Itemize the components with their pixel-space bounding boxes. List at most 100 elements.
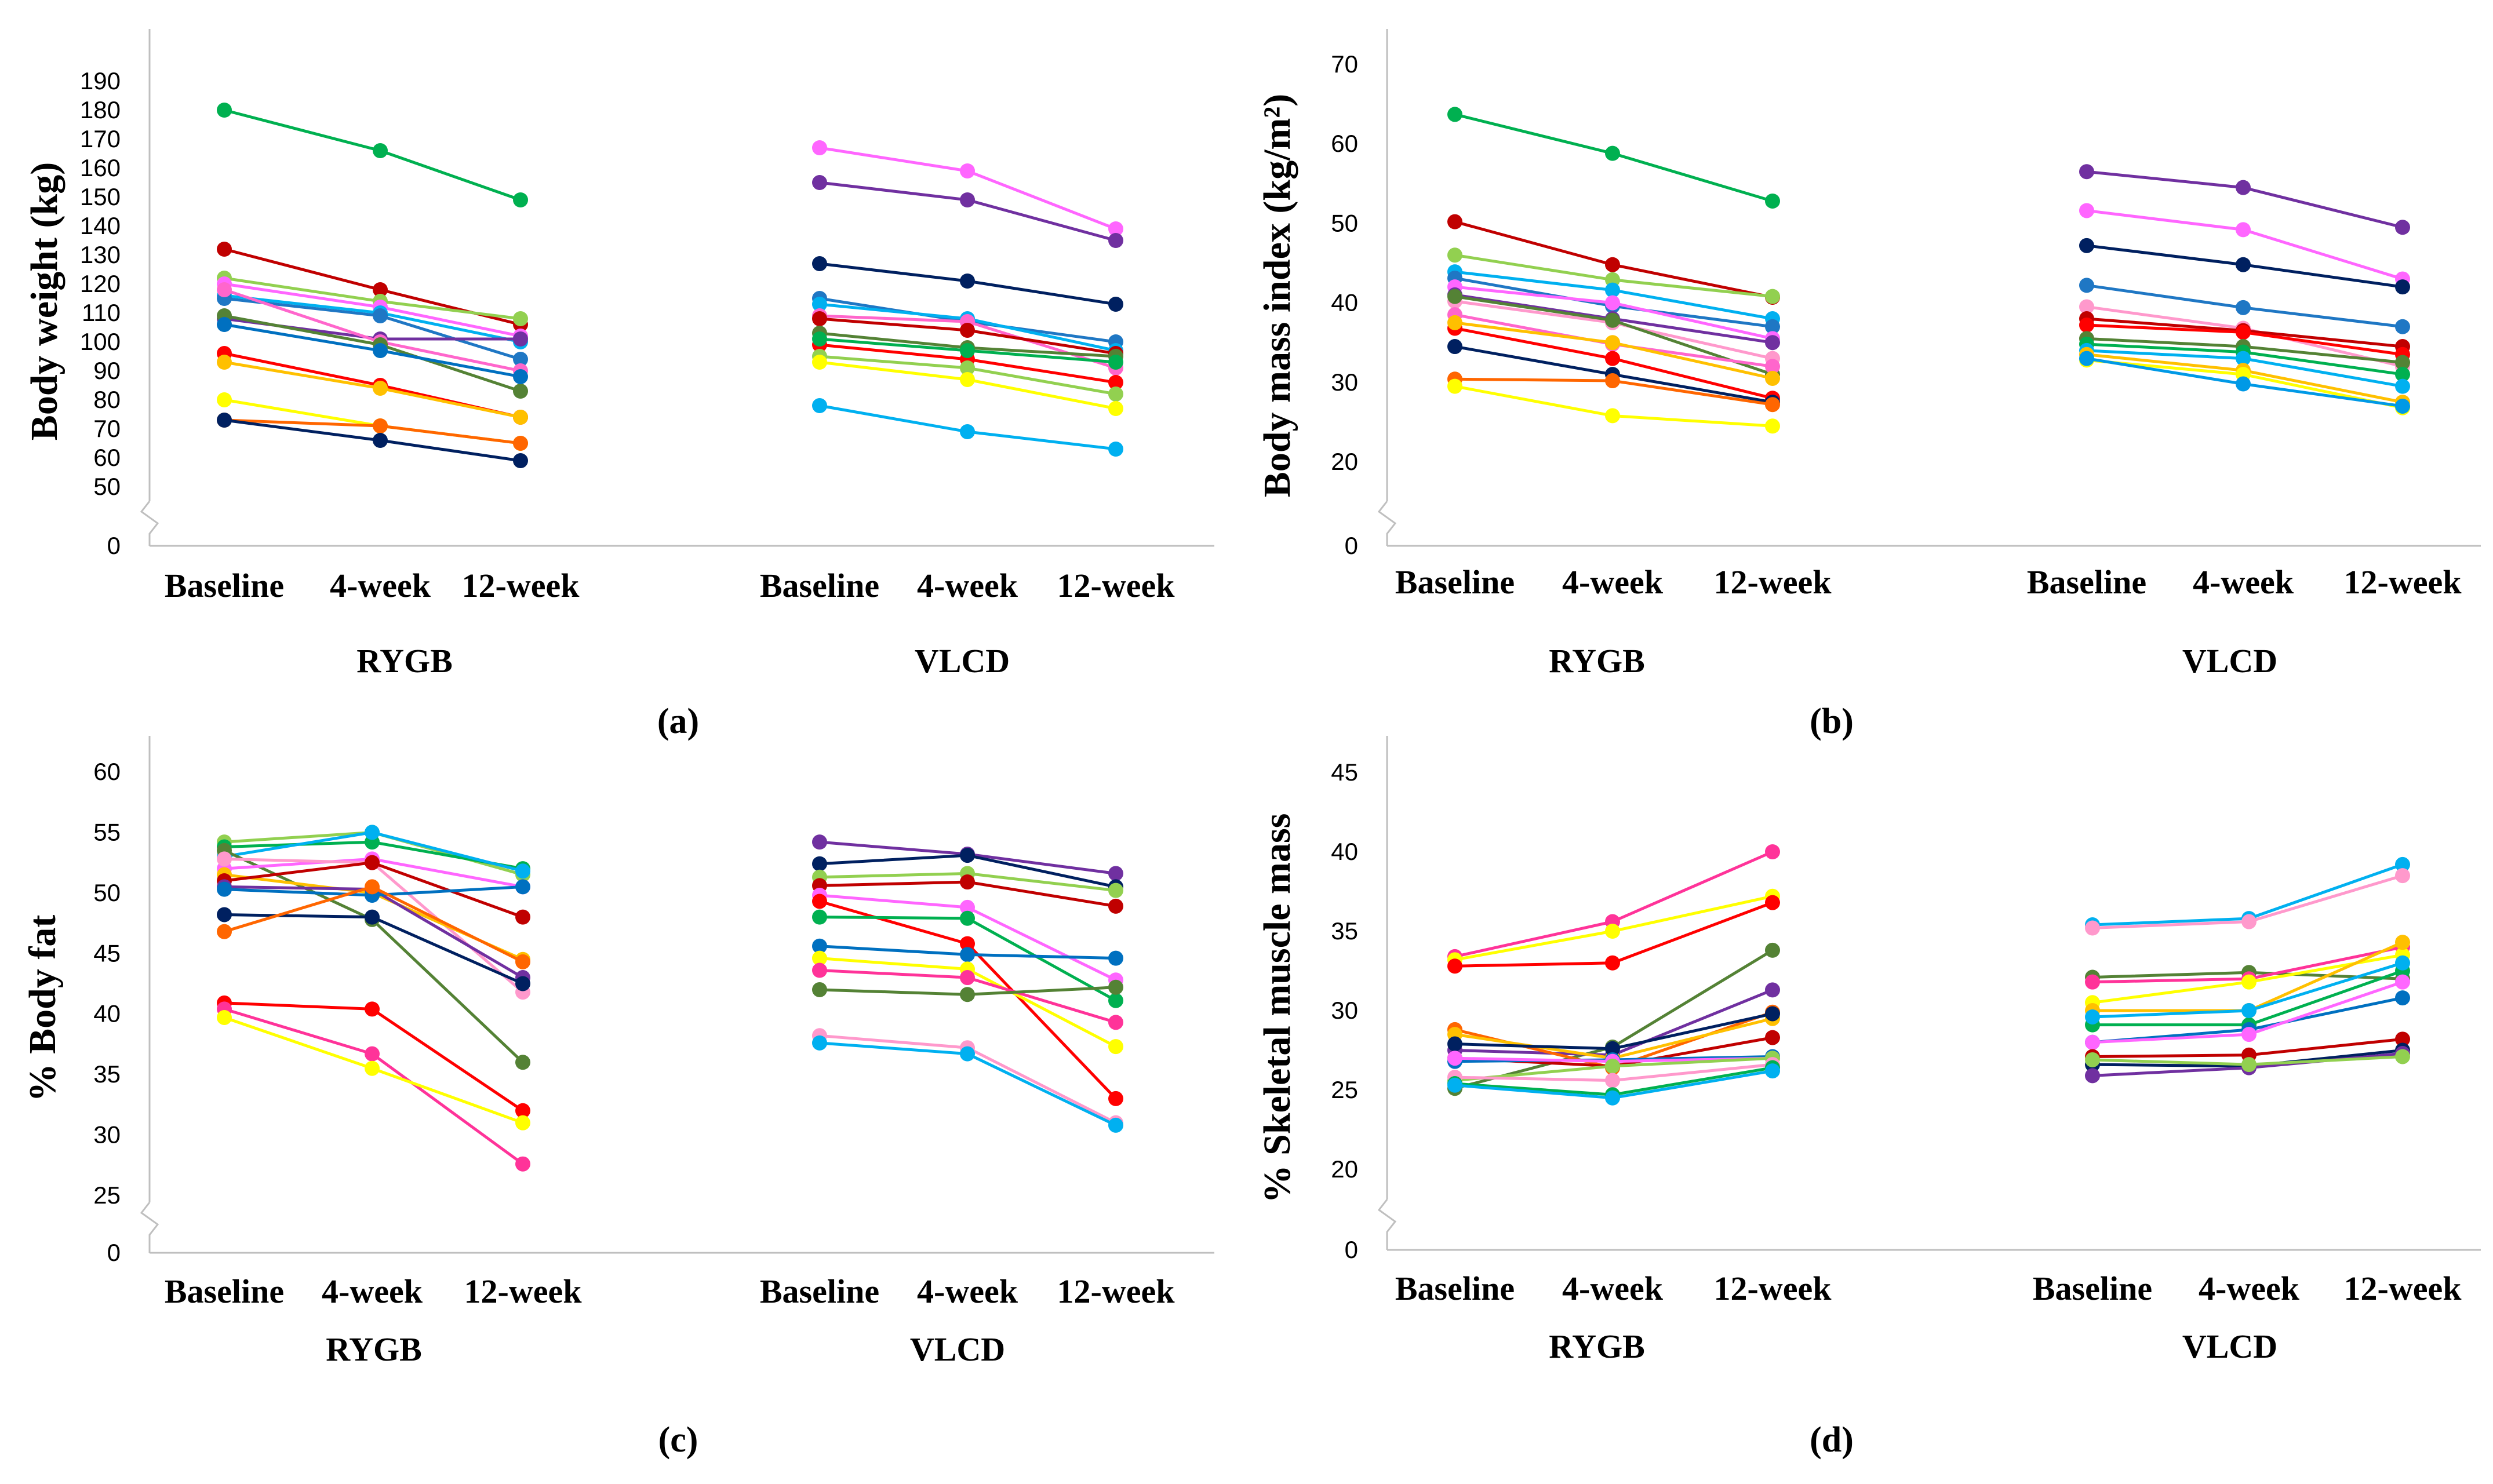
y-tick-label: 70 [93, 415, 121, 442]
data-point [1108, 1091, 1123, 1106]
axis-break-mark [140, 1202, 159, 1253]
data-point [515, 909, 530, 925]
y-tick-label: 110 [82, 299, 121, 326]
data-point [2395, 279, 2410, 295]
data-point [812, 355, 827, 370]
x-category-label: 12-week [1057, 1272, 1175, 1310]
data-point [1108, 233, 1123, 248]
group-label: RYGB [326, 1330, 422, 1368]
group-label: VLCD [2182, 1328, 2277, 1365]
data-point [513, 331, 528, 347]
data-point [217, 881, 232, 897]
y-tick-label: 60 [93, 444, 121, 471]
data-point [1447, 378, 1462, 394]
data-point [1605, 1073, 1620, 1088]
data-point [2395, 955, 2410, 971]
y-tick-label: 120 [80, 270, 121, 297]
data-point [1108, 1015, 1123, 1030]
y-tick-label: 170 [80, 125, 121, 152]
data-point [217, 355, 232, 370]
panel-label: (b) [1810, 702, 1854, 741]
y-tick-label: 20 [1331, 1155, 1358, 1183]
x-category-label: 12-week [1714, 563, 1832, 601]
data-point [1108, 993, 1123, 1008]
x-category-label: 12-week [1057, 567, 1175, 604]
data-point [1605, 924, 1620, 939]
data-point [2085, 1009, 2100, 1024]
data-point [1765, 1063, 1780, 1079]
y-tick-label-zero: 0 [107, 532, 121, 559]
group-label: VLCD [915, 642, 1010, 680]
panel-3: 45 40 35 30 25 20 0 % Skeletal muscle mass Basel… [1256, 736, 2481, 1460]
data-point [2395, 355, 2410, 370]
series-line [224, 282, 521, 338]
data-point [960, 910, 975, 926]
data-point [2079, 164, 2094, 180]
x-category-label: 4-week [917, 1272, 1018, 1310]
data-point [812, 909, 827, 925]
y-tick-label: 50 [1331, 209, 1358, 236]
data-point [2236, 180, 2251, 195]
data-point [2395, 974, 2410, 990]
data-point [1108, 883, 1123, 898]
data-point [513, 369, 528, 384]
y-axis-title: Body weight (kg) [23, 162, 65, 440]
data-point [2395, 220, 2410, 235]
y-tick-label: 30 [1331, 997, 1358, 1024]
data-point [2079, 238, 2094, 253]
panel-label: (a) [657, 702, 699, 741]
data-point [1108, 297, 1123, 312]
x-category-label: Baseline [165, 567, 284, 604]
y-tick-label: 90 [93, 357, 121, 384]
data-point [365, 1046, 380, 1062]
series-line [1454, 850, 1774, 958]
x-category-label: 4-week [2199, 1270, 2300, 1307]
data-point [1605, 257, 1620, 272]
y-tick-label: 55 [93, 818, 121, 845]
data-point [1765, 418, 1780, 434]
data-point [960, 1046, 975, 1062]
y-tick-label: 40 [1331, 838, 1358, 865]
data-point [2079, 351, 2094, 366]
data-point [1605, 408, 1620, 424]
data-point [2085, 1052, 2100, 1067]
data-point [1605, 1041, 1620, 1056]
data-point [960, 163, 975, 178]
y-tick-label: 80 [93, 386, 121, 413]
x-category-label: 12-week [2344, 563, 2462, 601]
data-point [2395, 868, 2410, 884]
data-point [960, 947, 975, 962]
y-tick-label: 150 [80, 183, 121, 210]
data-point [373, 343, 388, 358]
data-point [812, 398, 827, 413]
x-category-label: 12-week [462, 567, 580, 604]
data-point [812, 834, 827, 850]
data-point [2241, 1057, 2257, 1073]
y-tick-label: 25 [1331, 1076, 1358, 1103]
data-point [2395, 856, 2410, 872]
x-category-label: Baseline [760, 567, 879, 604]
x-category-label: Baseline [1395, 563, 1515, 601]
data-point [373, 282, 388, 297]
series-line [224, 360, 521, 419]
data-point [515, 1055, 530, 1070]
data-point [1605, 955, 1620, 971]
data-point [365, 1001, 380, 1017]
axis-break-mark [1377, 1199, 1397, 1250]
data-point [2079, 318, 2094, 333]
data-point [1108, 442, 1123, 457]
data-point [812, 297, 827, 312]
data-point [960, 899, 975, 915]
x-category-label: 12-week [2344, 1270, 2462, 1307]
data-point [2236, 376, 2251, 392]
data-point [513, 410, 528, 425]
data-point [365, 825, 380, 840]
data-point [2079, 203, 2094, 218]
data-point [2079, 278, 2094, 293]
data-point [1765, 844, 1780, 859]
data-point [2085, 974, 2100, 990]
data-point [513, 384, 528, 399]
data-point [2236, 300, 2251, 315]
data-point [1108, 387, 1123, 402]
y-tick-label-zero: 0 [107, 1239, 121, 1266]
